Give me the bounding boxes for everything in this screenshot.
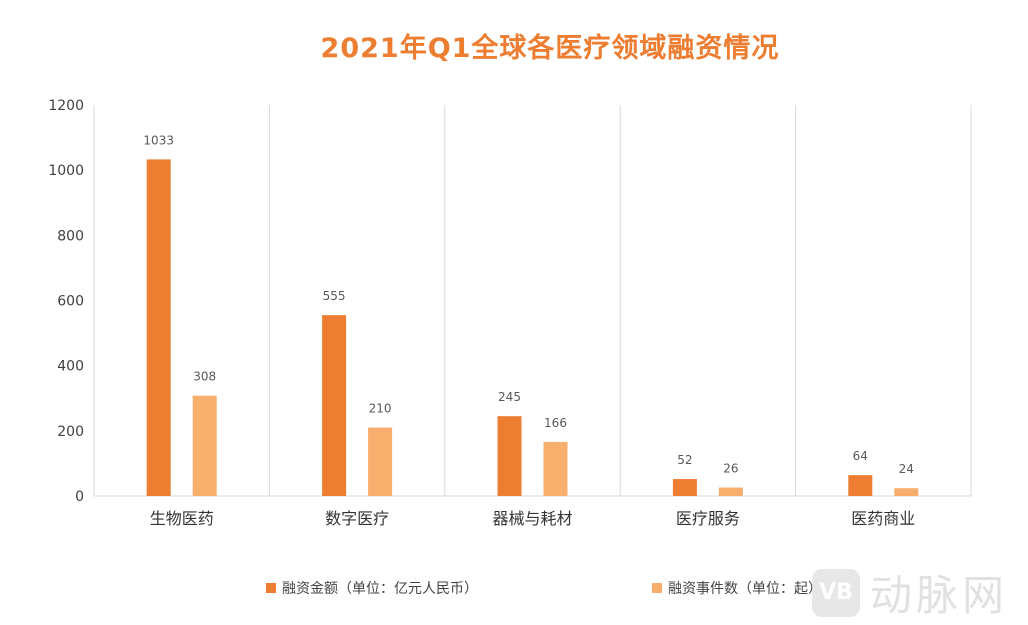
bar-amount [497, 416, 522, 496]
x-category-label: 器械与耗材 [492, 509, 572, 528]
bar-count [718, 487, 743, 496]
bar-amount [672, 479, 697, 496]
data-label: 64 [853, 449, 868, 463]
data-label: 1033 [143, 133, 174, 147]
x-category-label: 医药商业 [851, 509, 915, 528]
legend-label-amount: 融资金额（单位：亿元人民币） [282, 581, 478, 597]
bar-amount [322, 315, 347, 496]
y-tick-label: 800 [57, 228, 84, 244]
bar-count [368, 427, 393, 496]
legend-item-count: 融资事件数（单位：起） [652, 578, 822, 598]
watermark-logo-icon: VB [812, 568, 860, 617]
x-category-label: 生物医药 [150, 509, 214, 528]
y-tick-label: 600 [57, 294, 84, 310]
legend-label-count: 融资事件数（单位：起） [668, 581, 822, 597]
data-label: 24 [899, 462, 914, 476]
bar-count [894, 488, 919, 496]
x-category-label: 医疗服务 [676, 509, 740, 528]
y-tick-label: 400 [57, 359, 84, 375]
bar-amount [146, 159, 171, 496]
x-category-label: 数字医疗 [325, 509, 389, 528]
watermark-logo: VB 动脉网 [812, 562, 1008, 623]
y-tick-label: 0 [75, 489, 84, 505]
data-label: 308 [193, 370, 216, 384]
bar-count [543, 441, 568, 496]
y-tick-label: 200 [57, 424, 84, 440]
watermark-logo-text: 动脉网 [870, 571, 1009, 620]
data-label: 210 [369, 402, 392, 416]
legend-swatch-amount [266, 583, 276, 593]
data-label: 166 [544, 416, 567, 430]
y-tick-label: 1200 [48, 98, 84, 114]
legend-item-amount: 融资金额（单位：亿元人民币） [266, 578, 478, 598]
bar-count [192, 395, 217, 496]
data-label: 52 [677, 453, 692, 467]
y-tick-label: 1000 [48, 163, 84, 179]
data-label: 26 [723, 462, 738, 476]
bar-amount [848, 475, 873, 496]
legend-swatch-count [652, 583, 662, 593]
chart-title: 2021年Q1全球各医疗领域融资情况 [320, 33, 780, 64]
data-label: 245 [498, 390, 521, 404]
data-label: 555 [323, 289, 346, 303]
